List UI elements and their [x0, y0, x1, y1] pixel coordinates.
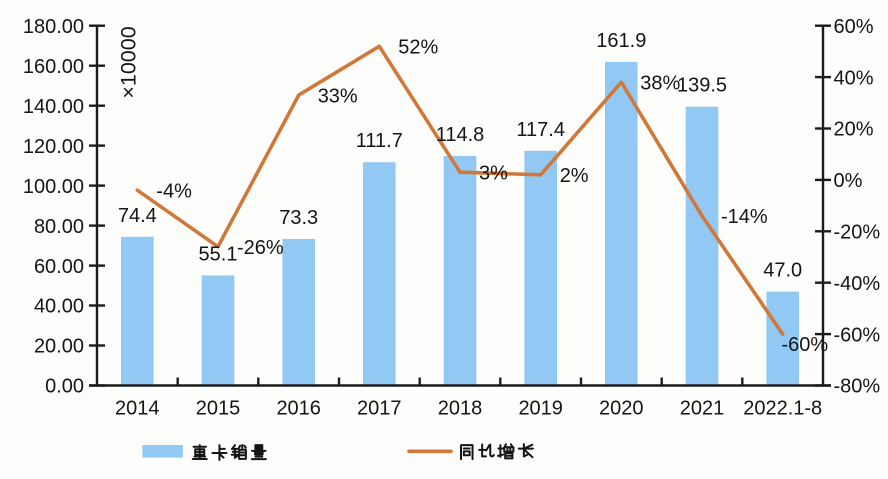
svg-text:20%: 20%: [834, 119, 874, 141]
svg-text:-40%: -40%: [834, 273, 881, 295]
svg-text:80.00: 80.00: [34, 216, 84, 238]
svg-text:40%: 40%: [834, 67, 874, 89]
svg-text:60.00: 60.00: [34, 256, 84, 278]
svg-text:114.8: 114.8: [436, 124, 485, 146]
svg-text:0%: 0%: [834, 170, 863, 192]
svg-text:120.00: 120.00: [23, 136, 84, 158]
svg-text:2015: 2015: [196, 398, 241, 420]
svg-text:-4%: -4%: [156, 180, 192, 202]
svg-text:-20%: -20%: [834, 222, 881, 244]
svg-text:73.3: 73.3: [279, 207, 318, 229]
svg-text:160.00: 160.00: [23, 56, 84, 78]
svg-text:-60%: -60%: [782, 334, 829, 356]
svg-text:74.4: 74.4: [118, 205, 157, 227]
svg-text:33%: 33%: [318, 85, 358, 107]
svg-text:60%: 60%: [834, 16, 874, 38]
svg-text:161.9: 161.9: [596, 30, 646, 52]
svg-text:3%: 3%: [479, 162, 508, 184]
svg-text:2019: 2019: [518, 398, 563, 420]
svg-text:100.00: 100.00: [23, 176, 84, 198]
svg-text:2022.1-8: 2022.1-8: [743, 398, 822, 420]
svg-text:×10000: ×10000: [117, 26, 141, 98]
svg-text:40.00: 40.00: [34, 296, 84, 318]
svg-text:111.7: 111.7: [356, 130, 403, 152]
svg-text:2016: 2016: [276, 398, 321, 420]
svg-text:55.1: 55.1: [199, 243, 238, 265]
svg-text:38%: 38%: [640, 72, 680, 94]
svg-text:139.5: 139.5: [677, 75, 727, 97]
svg-text:2020: 2020: [599, 398, 644, 420]
svg-text:-60%: -60%: [834, 324, 881, 346]
svg-text:52%: 52%: [398, 37, 438, 59]
svg-text:-14%: -14%: [721, 206, 768, 228]
svg-text:47.0: 47.0: [763, 260, 802, 282]
svg-text:20.00: 20.00: [34, 336, 84, 358]
svg-text:2018: 2018: [438, 398, 483, 420]
svg-text:0.00: 0.00: [45, 376, 84, 398]
svg-text:-26%: -26%: [237, 237, 284, 259]
svg-text:180.00: 180.00: [23, 16, 84, 38]
svg-text:140.00: 140.00: [23, 96, 84, 118]
svg-text:2017: 2017: [357, 398, 402, 420]
svg-text:-80%: -80%: [834, 376, 881, 398]
svg-text:2%: 2%: [560, 165, 589, 187]
svg-text:117.4: 117.4: [516, 119, 565, 141]
svg-text:2014: 2014: [115, 398, 160, 420]
svg-text:2021: 2021: [680, 398, 725, 420]
